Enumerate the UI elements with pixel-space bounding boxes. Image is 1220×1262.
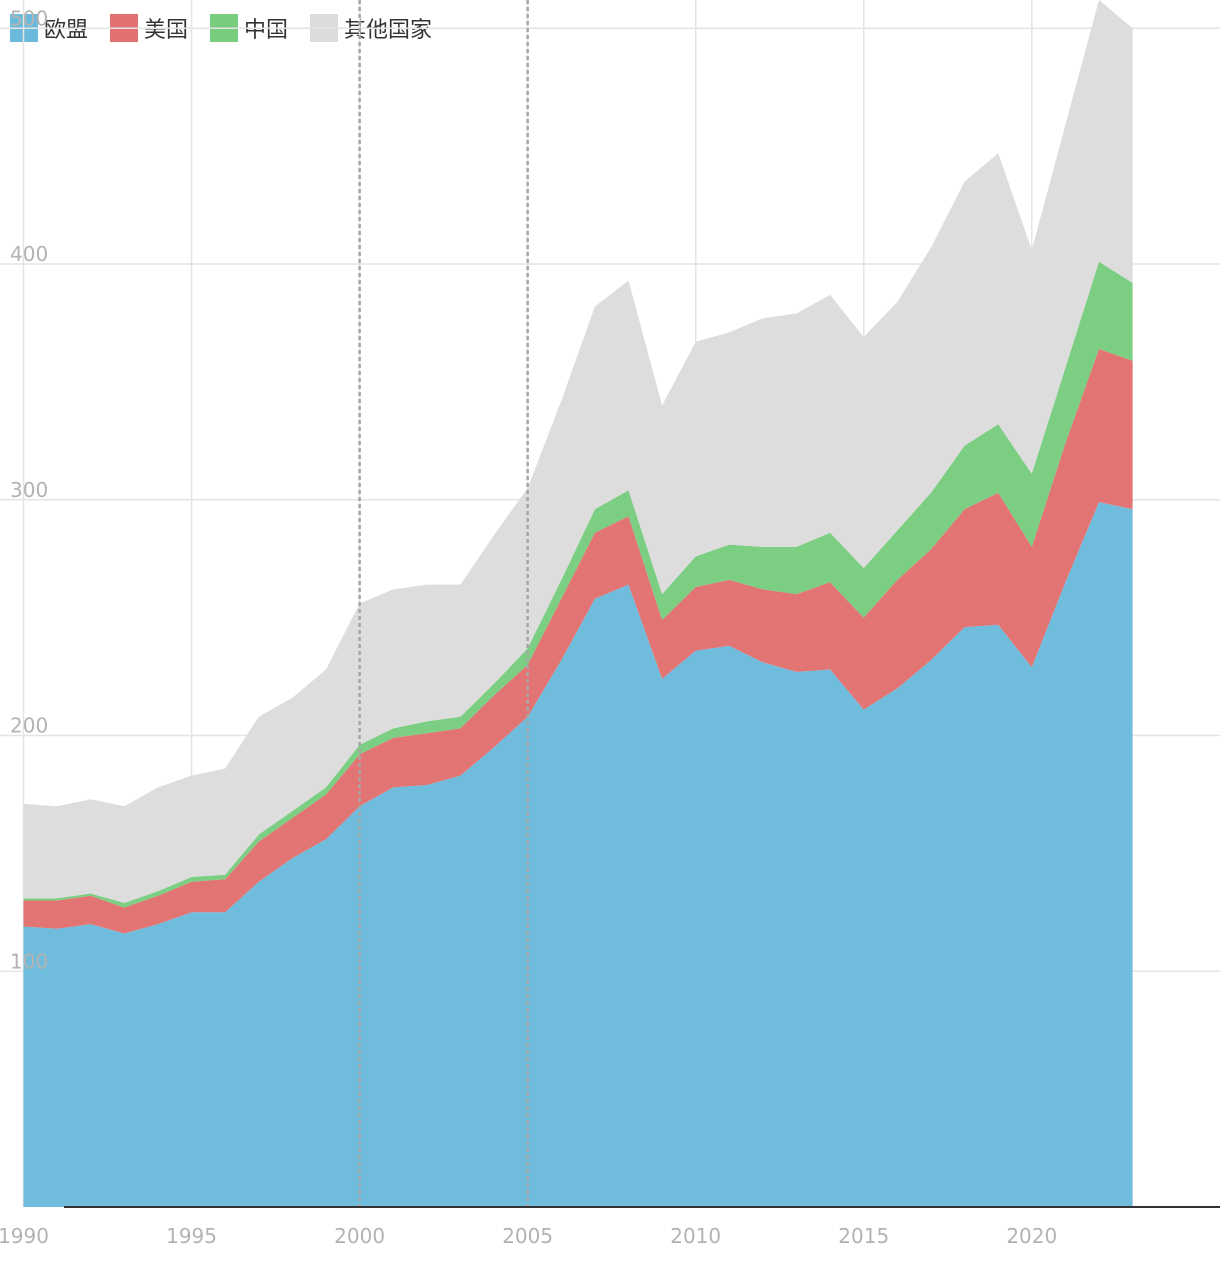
y-tick-label-200: 200 — [10, 714, 48, 738]
y-tick-label-300: 300 — [10, 478, 48, 502]
x-tick-label-2005: 2005 — [502, 1224, 553, 1248]
area-series-3 — [23, 0, 1133, 903]
area-series-1 — [23, 348, 1133, 934]
y-tick-label-400: 400 — [10, 242, 48, 266]
x-tick-label-2015: 2015 — [838, 1224, 889, 1248]
area-series-0 — [23, 502, 1133, 1208]
x-tick-label-2000: 2000 — [334, 1224, 385, 1248]
reference-lines — [358, 0, 529, 1207]
legend-label-us: 美国 — [144, 18, 189, 43]
legend-label-eu: 欧盟 — [44, 18, 89, 43]
x-tick-label-2020: 2020 — [1006, 1224, 1057, 1248]
x-tick-label-1995: 1995 — [166, 1224, 217, 1248]
y-tick-label-500: 500 — [10, 6, 48, 30]
axes: 100 200 300 400 500 1990 1995 2000 2005 2010 2015 2… — [0, 6, 1220, 1248]
area-series — [23, 0, 1133, 1208]
legend-label-china: 中国 — [244, 18, 289, 43]
y-tick-label-100: 100 — [10, 949, 48, 973]
x-tick-label-2010: 2010 — [670, 1224, 721, 1248]
x-tick-label-1990: 1990 — [0, 1224, 49, 1248]
